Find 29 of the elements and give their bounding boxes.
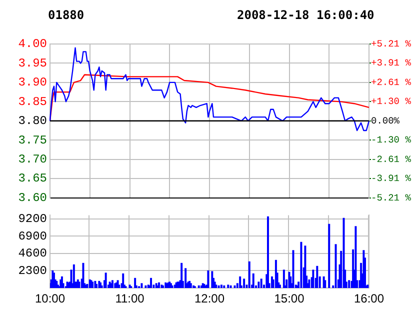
y-tick-label: 3.75 — [18, 133, 47, 148]
x-tick-label: 11:00 — [115, 292, 145, 306]
y-tick-label: 3.60 — [18, 190, 47, 205]
y2-tick-label: +3.91 % — [371, 58, 412, 69]
x-tick-label: 10:00 — [34, 292, 66, 306]
y-tick-label: 2300 — [18, 264, 47, 278]
y-tick-label: 3.65 — [18, 172, 47, 186]
y-tick-label: 3.95 — [18, 56, 47, 70]
y2-tick-label: +2.61 % — [371, 76, 412, 88]
y-tick-label: 3.80 — [18, 114, 47, 128]
y-tick-label: 3.90 — [18, 76, 47, 90]
x-tick-label: 15:00 — [274, 292, 305, 306]
x-tick-label: 12:00 — [194, 292, 225, 306]
y-tick-label: 4.00 — [18, 37, 47, 52]
y2-tick-label: -5.21 % — [371, 192, 412, 204]
y-tick-label: 3.85 — [18, 94, 47, 109]
y2-tick-label: +1.30 % — [371, 96, 412, 108]
y2-tick-label: -2.61 % — [371, 154, 412, 165]
chart-subtitle: 2008-12-18 16:00:40 — [237, 8, 374, 22]
y-tick-label: 3.70 — [18, 152, 47, 167]
y-tick-label: 9200 — [18, 212, 47, 226]
y-tick-label: 6900 — [18, 229, 47, 244]
y2-tick-label: +5.21 % — [371, 38, 412, 50]
y2-tick-label: -3.91 % — [371, 173, 412, 184]
y2-tick-label: 0.00% — [371, 115, 400, 126]
chart-title: 01880 — [48, 8, 84, 22]
x-tick-label: 16:00 — [354, 292, 384, 306]
y2-tick-label: -1.30 % — [371, 134, 412, 146]
y-tick-label: 4600 — [18, 246, 47, 261]
